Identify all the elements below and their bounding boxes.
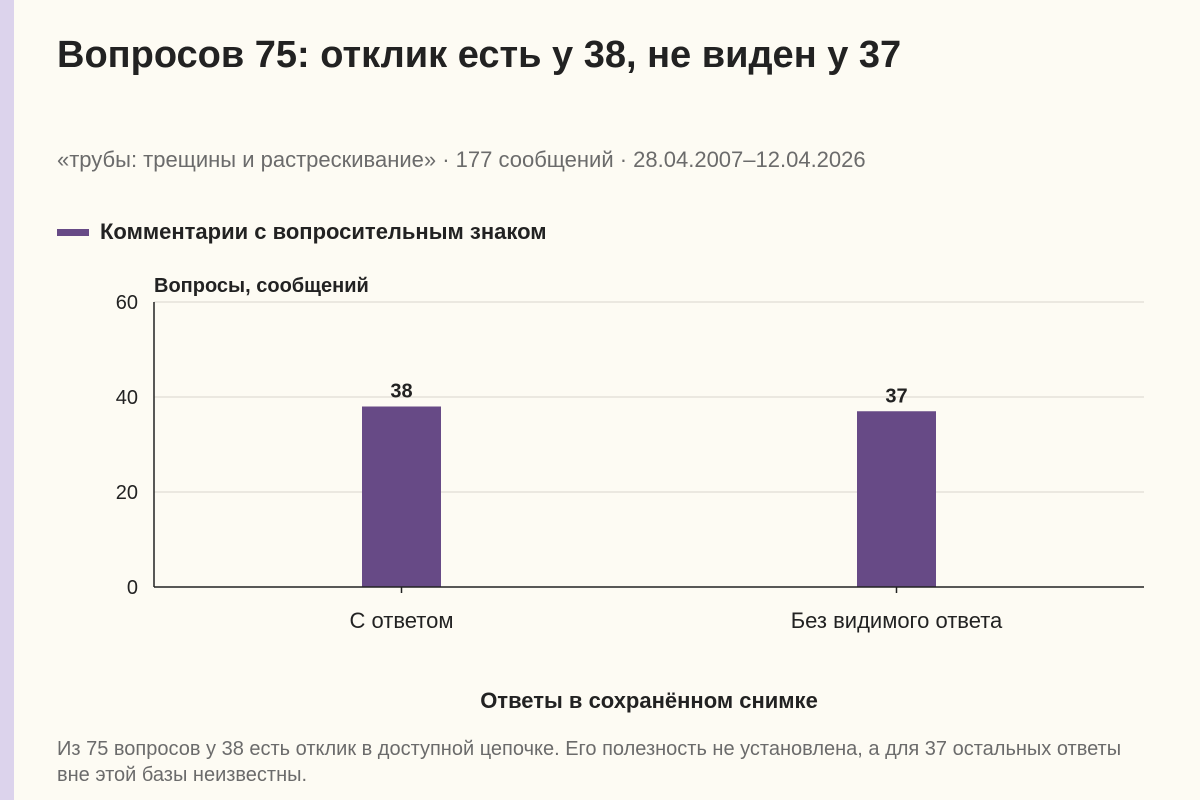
y-tick-label: 40 — [116, 387, 138, 409]
bar — [857, 411, 936, 587]
bar-value-label: 38 — [390, 381, 412, 403]
y-tick-label: 20 — [116, 482, 138, 504]
legend: Комментарии с вопросительным знаком — [57, 219, 547, 245]
bar-value-labels: 38 37 — [390, 381, 907, 408]
y-axis-ticks: 0 20 40 60 — [116, 292, 138, 599]
grid-lines — [154, 301, 1144, 493]
caption: Из 75 вопросов у 38 есть отклик в доступ… — [57, 738, 1122, 786]
chart-title: Вопросов 75: отклик есть у 38, не виден … — [57, 34, 902, 76]
x-axis-ticks: С ответом Без видимого ответа — [350, 587, 1003, 633]
chart-subtitle: «трубы: трещины и растрескивание» · 177 … — [57, 147, 866, 172]
y-tick-label: 60 — [116, 292, 138, 314]
x-tick-label: С ответом — [350, 608, 454, 633]
x-axis-title: Ответы в сохранённом снимке — [480, 688, 818, 713]
bars — [362, 406, 936, 587]
legend-label: Комментарии с вопросительным знаком — [100, 219, 547, 244]
accent-stripe — [0, 0, 14, 800]
y-axis-title: Вопросы, сообщений — [154, 275, 369, 297]
legend-swatch — [57, 228, 89, 236]
y-tick-label: 0 — [127, 577, 138, 599]
x-tick-label: Без видимого ответа — [791, 608, 1003, 633]
bar — [362, 406, 441, 587]
bar-value-label: 37 — [885, 385, 907, 407]
